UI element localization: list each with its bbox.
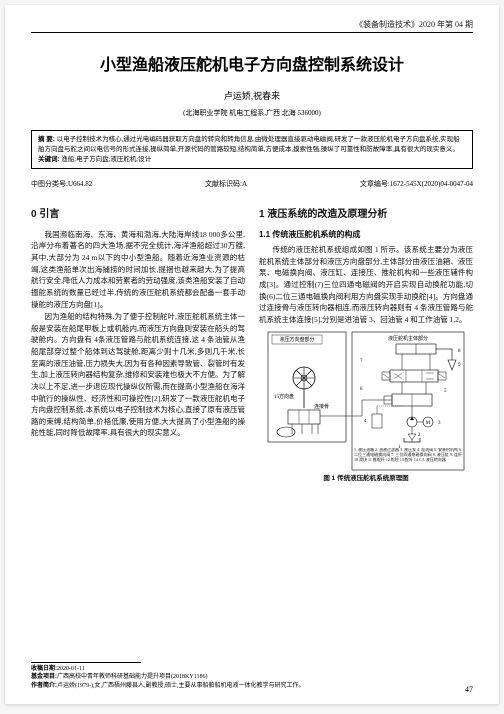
svg-text:3: 3 xyxy=(438,421,441,426)
affiliation: (北海职业学院 机电工程系,广西 北海 536000) xyxy=(31,108,473,118)
svg-text:2: 2 xyxy=(418,433,421,438)
figure-1: 液压方向盘部分 液压舵机主体部分 15方向盘 连接骨 xyxy=(259,330,473,484)
svg-text:液压舵机主体部分: 液压舵机主体部分 xyxy=(388,335,428,342)
keywords-text: 渔船;电子方向盘;液压舵机;设计 xyxy=(61,156,151,163)
svg-text:4: 4 xyxy=(364,419,367,424)
figure-1-caption: 图 1 传统液压舵机系统原理图 xyxy=(259,474,473,484)
journal-header: 《装备制造技术》2020 年第 04 期 xyxy=(31,19,473,30)
abstract-text: 以电子控制技术为核心,通过光电编码器获取方向盘的转向和转角信息,由微处理器直接驱… xyxy=(38,136,460,153)
svg-text:9: 9 xyxy=(458,363,461,368)
fund-label: 基金项目: xyxy=(31,674,57,680)
received-val: 2020-01-11 xyxy=(57,666,85,672)
clc: 中图分类号:U664.82 xyxy=(31,179,92,189)
keywords-label: 关键词: xyxy=(38,156,60,163)
left-p2: 因为渔船的结构特殊,为了便于控制舵叶,液压舵机系统主体一般是安装在船尾甲板上或机… xyxy=(31,311,245,439)
fund-val: 广西高校中青年教师科研基础能力提升项目(2018KY1186) xyxy=(57,674,207,680)
sub-1-1: 1.1 传统液压舵机系统的构成 xyxy=(259,229,473,241)
svg-text:5: 5 xyxy=(444,389,447,394)
header-divider xyxy=(31,32,473,33)
abstract-label: 摘 要: xyxy=(38,136,55,143)
article-title: 小型渔船液压舵机电子方向盘控制系统设计 xyxy=(31,51,473,75)
page-number: 47 xyxy=(465,685,473,694)
doccode: 文献标识码:A xyxy=(205,179,247,189)
svg-text:15方向盘: 15方向盘 xyxy=(274,393,294,400)
svg-text:6: 6 xyxy=(360,387,363,392)
footer-divider xyxy=(31,662,141,663)
received-label: 收稿日期: xyxy=(31,666,57,672)
svg-text:M: M xyxy=(426,421,431,426)
svg-text:7: 7 xyxy=(360,359,363,364)
articleno: 文章编号:1672-545X(2020)04-0047-04 xyxy=(360,179,473,189)
fig-legend: 1. 液压油箱 2. 油液过滤器 3. 液压泵 4. 溢流阀 5. 安装时机构 … xyxy=(354,448,462,462)
meta-row: 中图分类号:U664.82 文献标识码:A 文章编号:1672-545X(202… xyxy=(31,179,473,189)
author-val: 卢运娇(1979-),女,广西梧州藤县人,副教授,硕士,主要从事船舶船机电液一体… xyxy=(57,683,305,689)
left-column: 0 引言 我国濒临南海、东海、黄海和渤海,大陆海岸线18 000多公里,沿岸分布… xyxy=(31,207,245,483)
right-column: 1 液压系统的改造及原理分析 1.1 传统液压舵机系统的构成 传统的液压舵机系统… xyxy=(259,207,473,483)
section-0-title: 0 引言 xyxy=(31,207,245,223)
right-p1: 传统的液压舵机系统组成如图 1 所示。该系统主要分为液压舵机系统主体部分和液压方… xyxy=(259,244,473,325)
svg-text:8: 8 xyxy=(458,349,461,354)
svg-text:连接骨: 连接骨 xyxy=(314,403,329,410)
section-1-title: 1 液压系统的改造及原理分析 xyxy=(259,207,473,223)
author-label: 作者简介: xyxy=(31,683,57,689)
authors: 卢运娇,祝春来 xyxy=(31,89,473,102)
abstract-box: 摘 要: 以电子控制技术为核心,通过光电编码器获取方向盘的转向和转角信息,由微处… xyxy=(31,130,473,169)
svg-text:液压方向盘部分: 液压方向盘部分 xyxy=(279,336,314,343)
footer: 收稿日期:2020-01-11 基金项目:广西高校中青年教师科研基础能力提升项目… xyxy=(31,662,473,690)
left-p1: 我国濒临南海、东海、黄海和渤海,大陆海岸线18 000多公里,沿岸分布着著名的四… xyxy=(31,229,245,310)
